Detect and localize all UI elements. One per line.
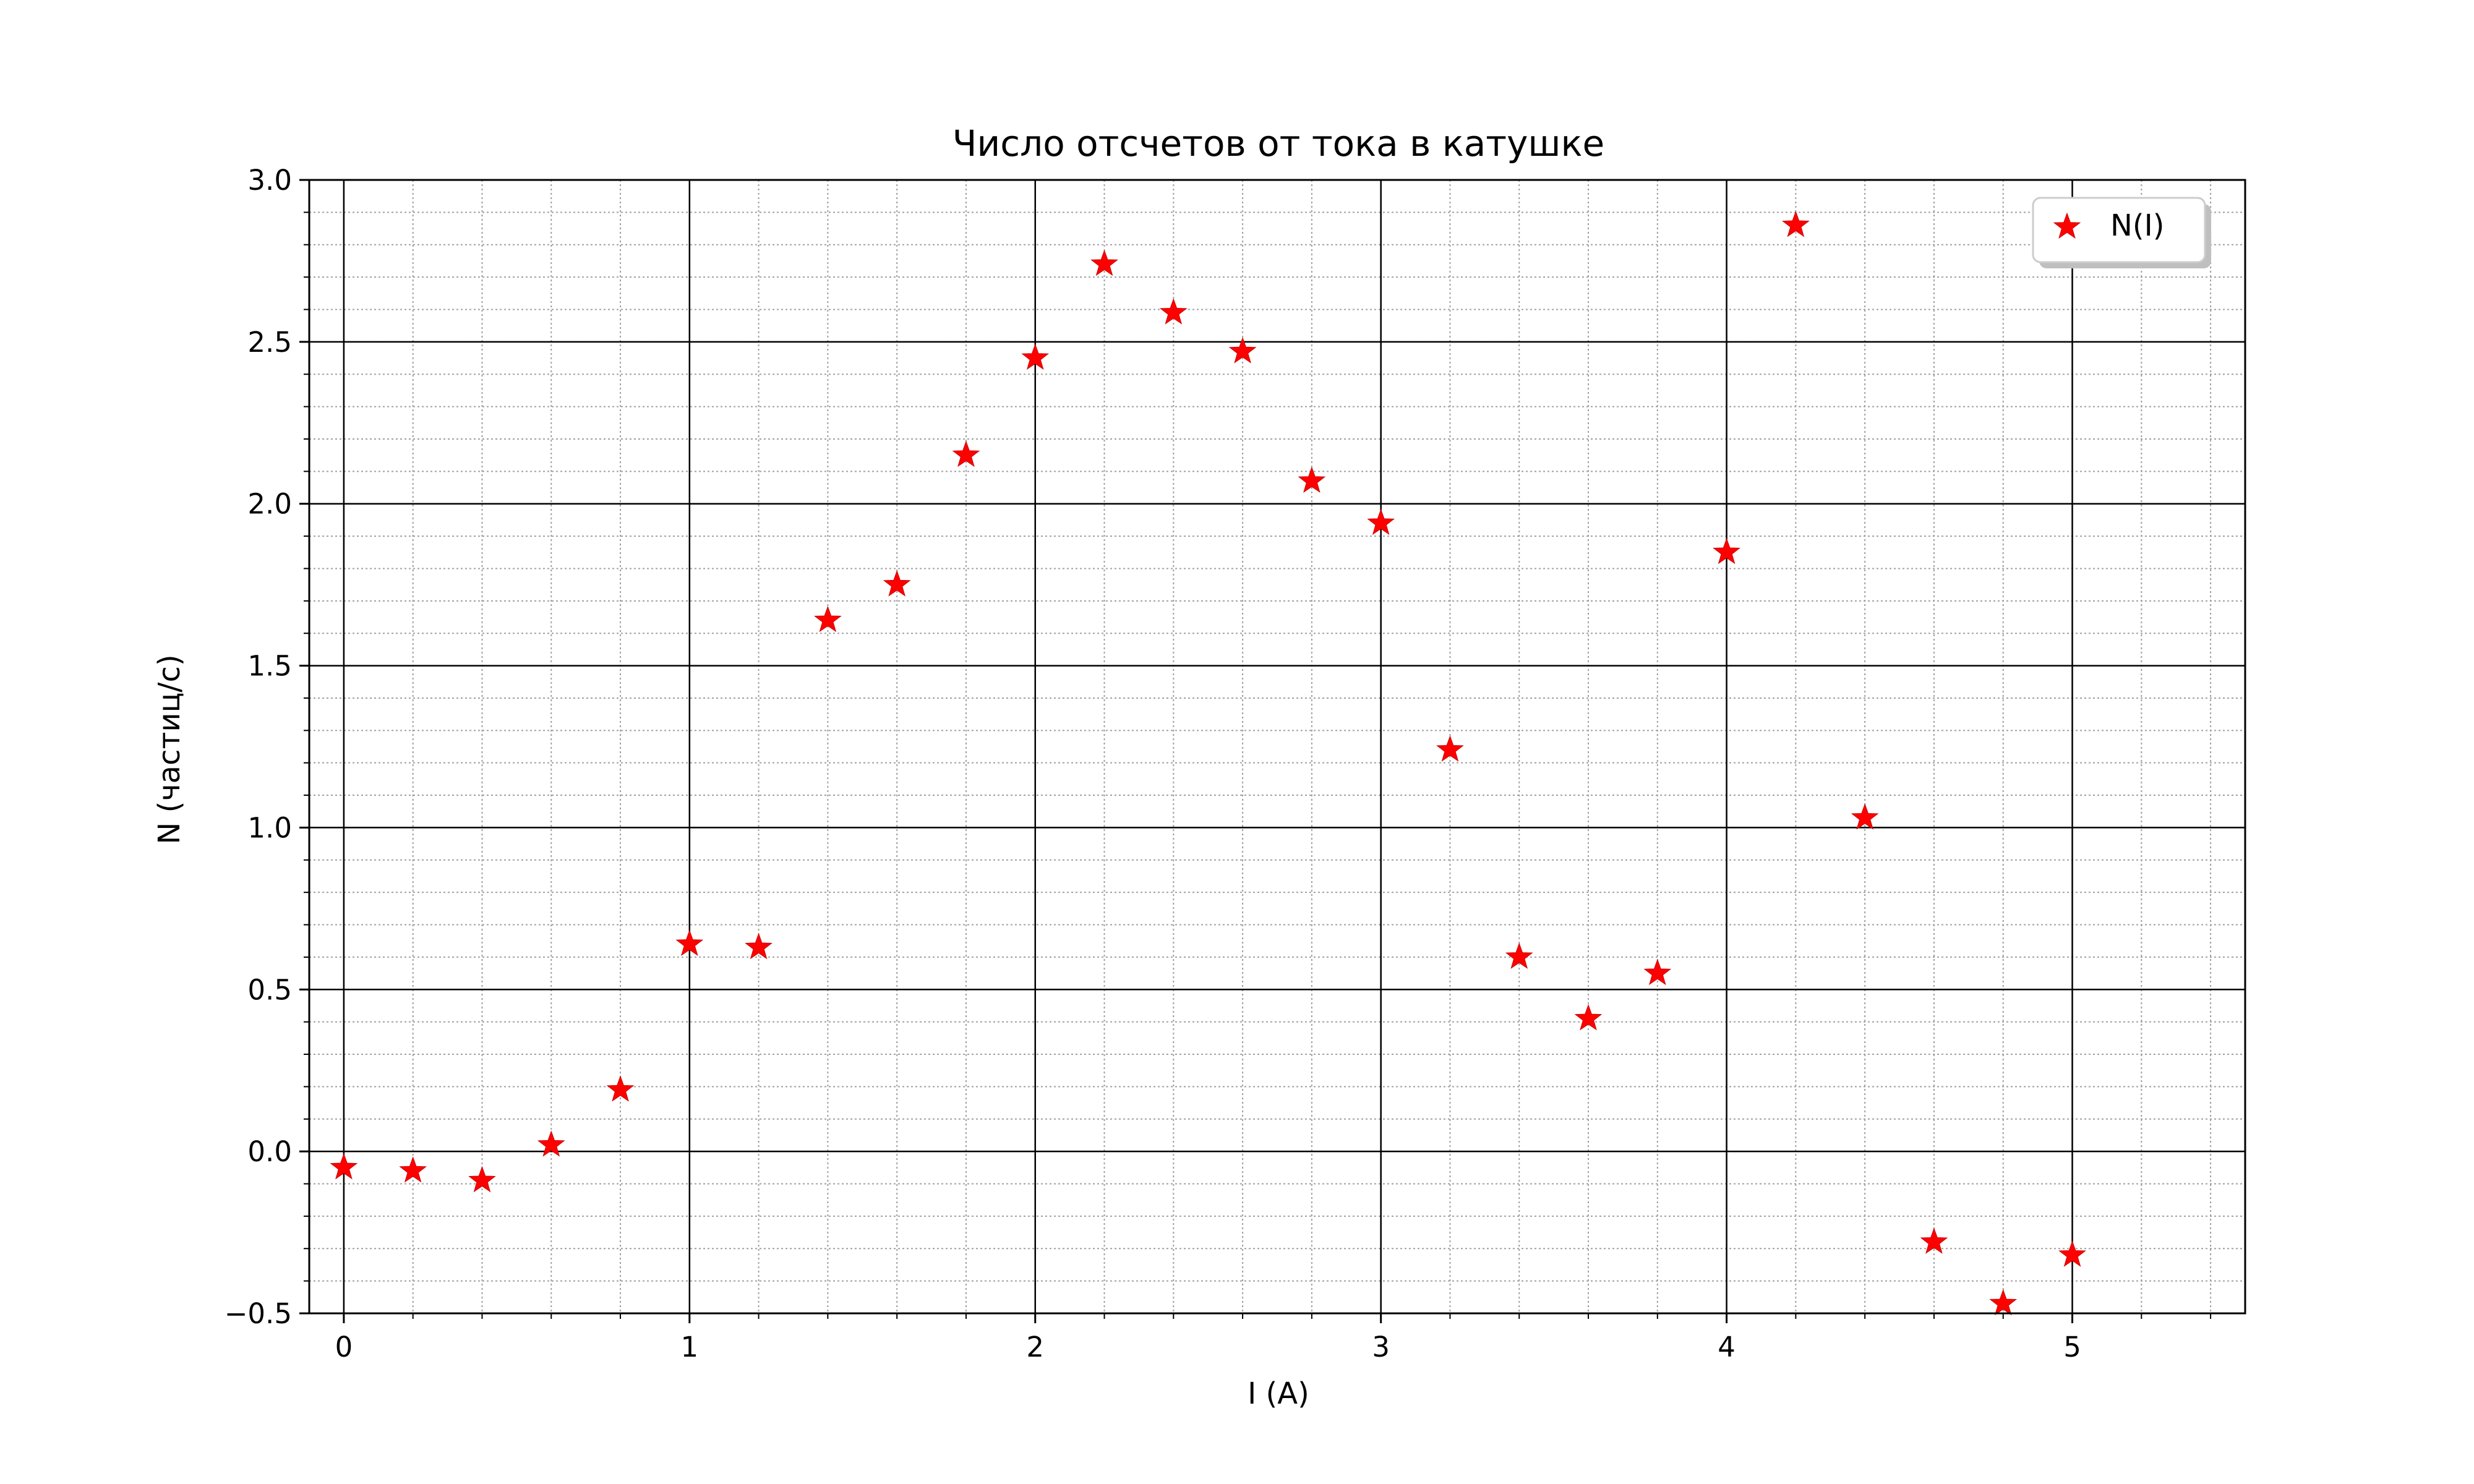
x-tick-label: 0: [335, 1331, 353, 1363]
y-axis-label: N (частиц/с): [152, 654, 187, 844]
data-point: [1782, 210, 1810, 237]
data-point: [745, 932, 773, 960]
y-tick-label: 3.0: [247, 164, 292, 197]
data-point: [814, 605, 842, 633]
data-points: [330, 210, 2086, 1316]
tick-labels: 0 1 2 3 4 5 −0.5 0.0 0.5 1.0 1.5 2.0 2.5 3.0: [225, 164, 2081, 1363]
x-tick-label: 5: [2063, 1331, 2081, 1363]
data-point: [1228, 337, 1257, 364]
data-point: [952, 440, 980, 467]
data-point: [1643, 958, 1672, 986]
y-tick-label: −0.5: [225, 1297, 292, 1330]
y-tick-label: 0.0: [247, 1135, 292, 1168]
legend: N(I): [2032, 197, 2211, 268]
data-point: [2058, 1240, 2086, 1267]
x-tick-label: 1: [681, 1331, 699, 1363]
y-tick-label: 2.0: [247, 488, 292, 521]
y-tick-label: 2.5: [247, 326, 292, 359]
data-point: [1851, 803, 1879, 830]
data-point: [1989, 1289, 2018, 1316]
data-point: [1021, 343, 1050, 370]
x-tick-label: 3: [1372, 1331, 1390, 1363]
y-tick-label: 1.0: [247, 811, 292, 844]
x-tick-label: 2: [1026, 1331, 1044, 1363]
y-tick-label: 1.5: [247, 650, 292, 683]
data-point: [1436, 735, 1464, 762]
data-point: [883, 570, 911, 597]
y-tick-label: 0.5: [247, 973, 292, 1006]
data-point: [399, 1156, 427, 1183]
chart-title: Число отсчетов от тока в катушке: [952, 122, 1604, 164]
data-point: [330, 1153, 358, 1180]
data-point: [1920, 1227, 1948, 1254]
plot-frame: [308, 179, 2246, 1315]
data-point: [1159, 298, 1188, 325]
data-point: [1574, 1004, 1603, 1031]
legend-marker: [2053, 212, 2081, 239]
data-point: [1367, 508, 1395, 535]
data-point: [468, 1166, 496, 1193]
data-point: [606, 1075, 635, 1102]
data-point: [675, 929, 704, 956]
x-tick-label: 4: [1718, 1331, 1736, 1363]
data-point: [1298, 466, 1326, 493]
x-axis-label: I (A): [1248, 1376, 1309, 1411]
data-point: [1713, 537, 1740, 565]
legend-box: [2032, 197, 2206, 263]
data-point: [1090, 249, 1118, 276]
legend-label: N(I): [2110, 208, 2165, 243]
data-point: [1505, 942, 1533, 969]
data-point: [537, 1130, 565, 1157]
